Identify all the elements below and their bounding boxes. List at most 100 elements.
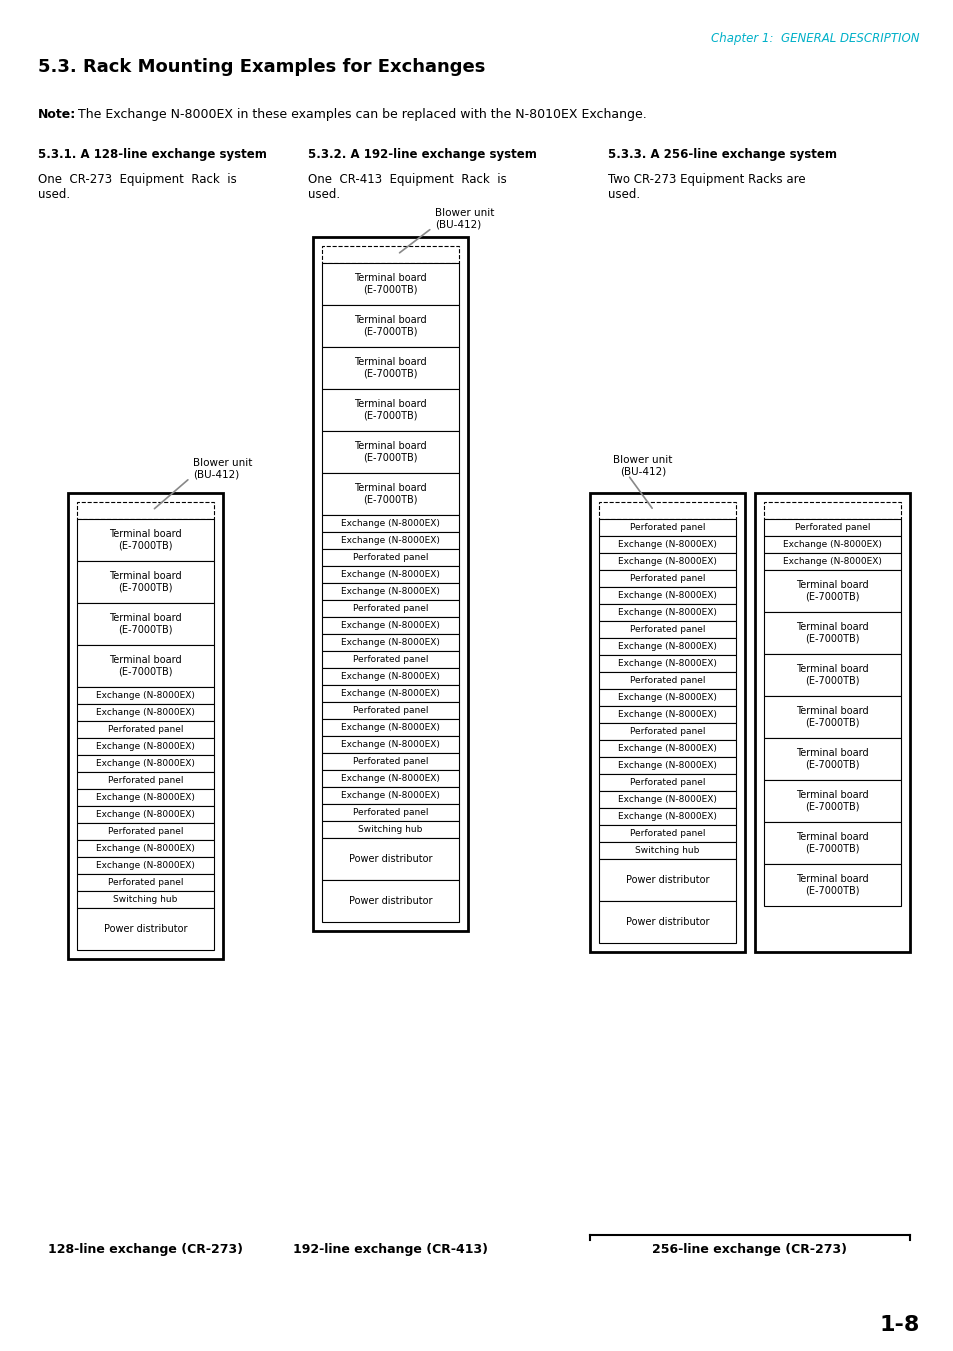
Bar (598, 825, 735, 842)
Bar (763, 654, 900, 696)
Bar (77, 738, 213, 755)
Text: Exchange (N-8000EX): Exchange (N-8000EX) (618, 557, 717, 566)
Bar (763, 519, 900, 536)
Text: Note:: Note: (38, 108, 76, 122)
Text: Terminal board
(E-7000TB): Terminal board (E-7000TB) (354, 273, 426, 295)
Bar (322, 532, 458, 549)
Bar (322, 770, 458, 788)
Bar (598, 570, 735, 586)
Bar (77, 503, 213, 519)
Bar (763, 503, 900, 519)
Text: Power distributor: Power distributor (625, 875, 708, 885)
Bar (322, 473, 458, 515)
Text: Perforated panel: Perforated panel (353, 707, 428, 715)
Bar (322, 431, 458, 473)
Text: Power distributor: Power distributor (349, 854, 432, 865)
Bar (77, 704, 213, 721)
Bar (322, 667, 458, 685)
Text: Exchange (N-8000EX): Exchange (N-8000EX) (341, 570, 439, 580)
Text: Exchange (N-8000EX): Exchange (N-8000EX) (618, 608, 717, 617)
Text: Terminal board
(E-7000TB): Terminal board (E-7000TB) (354, 357, 426, 378)
Bar (77, 644, 213, 688)
Bar (763, 696, 900, 738)
Text: Terminal board
(E-7000TB): Terminal board (E-7000TB) (354, 484, 426, 505)
Text: Perforated panel: Perforated panel (353, 757, 428, 766)
Bar (322, 246, 458, 263)
Bar (322, 753, 458, 770)
Bar (77, 807, 213, 823)
Bar (77, 603, 213, 644)
Text: Two CR-273 Equipment Racks are
used.: Two CR-273 Equipment Racks are used. (607, 173, 804, 201)
Bar (77, 771, 213, 789)
Bar (322, 549, 458, 566)
Bar (77, 721, 213, 738)
Text: 128-line exchange (CR-273): 128-line exchange (CR-273) (48, 1243, 243, 1256)
Bar (322, 305, 458, 347)
Text: Terminal board
(E-7000TB): Terminal board (E-7000TB) (354, 442, 426, 463)
Bar (77, 688, 213, 704)
Text: Perforated panel: Perforated panel (629, 727, 704, 736)
Bar (598, 671, 735, 689)
Bar (322, 584, 458, 600)
Text: Terminal board
(E-7000TB): Terminal board (E-7000TB) (354, 399, 426, 420)
Text: Terminal board
(E-7000TB): Terminal board (E-7000TB) (796, 748, 868, 770)
Text: Exchange (N-8000EX): Exchange (N-8000EX) (341, 723, 439, 732)
Text: Terminal board
(E-7000TB): Terminal board (E-7000TB) (109, 571, 182, 593)
Bar (598, 586, 735, 604)
Text: 5.3.1. A 128-line exchange system: 5.3.1. A 128-line exchange system (38, 149, 267, 161)
Text: Exchange (N-8000EX): Exchange (N-8000EX) (618, 761, 717, 770)
Bar (598, 689, 735, 707)
Bar (598, 790, 735, 808)
Text: Terminal board
(E-7000TB): Terminal board (E-7000TB) (109, 655, 182, 677)
Text: Terminal board
(E-7000TB): Terminal board (E-7000TB) (796, 623, 868, 644)
Text: Exchange (N-8000EX): Exchange (N-8000EX) (96, 690, 194, 700)
Bar (598, 604, 735, 621)
Bar (598, 638, 735, 655)
Text: Switching hub: Switching hub (113, 894, 177, 904)
Bar (598, 536, 735, 553)
Bar (322, 389, 458, 431)
Bar (763, 612, 900, 654)
Bar (322, 788, 458, 804)
Text: Switching hub: Switching hub (358, 825, 422, 834)
Text: Exchange (N-8000EX): Exchange (N-8000EX) (341, 740, 439, 748)
Bar (77, 561, 213, 603)
Bar (598, 901, 735, 943)
Text: Perforated panel: Perforated panel (108, 878, 183, 888)
Text: Exchange (N-8000EX): Exchange (N-8000EX) (782, 557, 881, 566)
Text: Exchange (N-8000EX): Exchange (N-8000EX) (341, 774, 439, 784)
Text: Exchange (N-8000EX): Exchange (N-8000EX) (618, 590, 717, 600)
Bar (322, 703, 458, 719)
Text: Exchange (N-8000EX): Exchange (N-8000EX) (618, 794, 717, 804)
Text: Exchange (N-8000EX): Exchange (N-8000EX) (341, 586, 439, 596)
Bar (77, 755, 213, 771)
Bar (322, 821, 458, 838)
Text: Terminal board
(E-7000TB): Terminal board (E-7000TB) (796, 832, 868, 854)
Bar (322, 600, 458, 617)
Bar (77, 519, 213, 561)
Text: Exchange (N-8000EX): Exchange (N-8000EX) (618, 744, 717, 753)
Text: Exchange (N-8000EX): Exchange (N-8000EX) (96, 742, 194, 751)
Bar (598, 859, 735, 901)
Text: Blower unit
(BU-412): Blower unit (BU-412) (435, 208, 494, 230)
Bar (322, 838, 458, 880)
Text: Terminal board
(E-7000TB): Terminal board (E-7000TB) (796, 580, 868, 601)
Text: 1-8: 1-8 (879, 1315, 919, 1335)
Text: Perforated panel: Perforated panel (629, 574, 704, 584)
Text: 256-line exchange (CR-273): 256-line exchange (CR-273) (652, 1243, 846, 1256)
Text: Exchange (N-8000EX): Exchange (N-8000EX) (96, 708, 194, 717)
Text: Power distributor: Power distributor (349, 896, 432, 907)
Text: Perforated panel: Perforated panel (629, 523, 704, 532)
Text: Exchange (N-8000EX): Exchange (N-8000EX) (96, 759, 194, 767)
Bar (763, 553, 900, 570)
Bar (68, 493, 223, 959)
Bar (322, 263, 458, 305)
Bar (763, 570, 900, 612)
Text: Perforated panel: Perforated panel (629, 830, 704, 838)
Text: Perforated panel: Perforated panel (108, 827, 183, 836)
Text: Blower unit
(BU-412): Blower unit (BU-412) (193, 458, 253, 480)
Text: Exchange (N-8000EX): Exchange (N-8000EX) (618, 711, 717, 719)
Bar (598, 519, 735, 536)
Text: Exchange (N-8000EX): Exchange (N-8000EX) (341, 519, 439, 528)
Bar (322, 880, 458, 921)
